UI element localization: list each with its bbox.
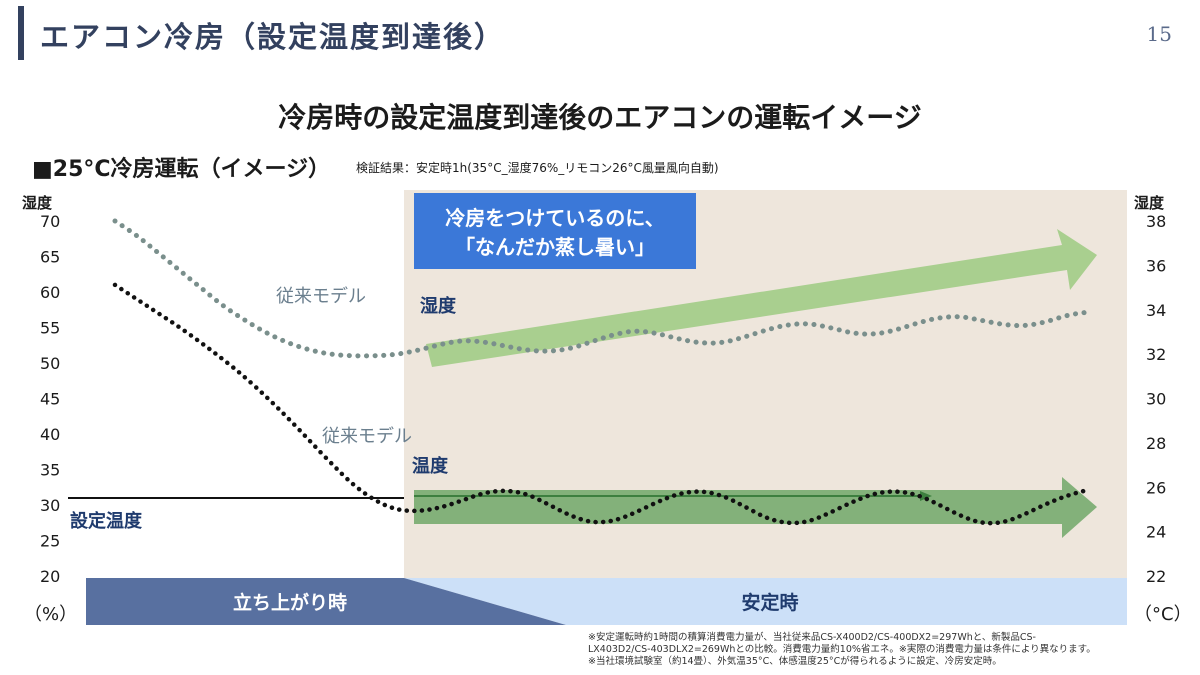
right-axis-tick: 24 [1146,523,1166,542]
footnote-line: ※当社環境試験室（約14畳）、外気温35°C、体感温度25°Cが得られるように設… [588,656,1002,667]
left-axis-tick: 70 [40,212,60,231]
callout-box [414,193,696,269]
phase-label-stable: 安定時 [741,591,798,614]
series-layer [112,218,1093,526]
footnote-line: LX403D2/CS-403DLX2=269Whとの比較。消費電力量約10%省エ… [588,644,1096,655]
temperature-trend-line-head [920,491,932,501]
right-axis-tick: 22 [1146,567,1166,586]
right-axis-tick: 28 [1146,434,1166,453]
phase-band-startup [86,578,566,625]
series-temperature-line [112,282,1093,526]
left-axis-tick: 50 [40,354,60,373]
humidity-label: 湿度 [420,295,457,317]
left-axis-tick: 45 [40,390,60,409]
series-humidity-line [112,218,1093,359]
footnote-line: ※安定運転時約1時間の積算消費電力量が、当社従来品CS-X400D2/CS-40… [588,632,1036,643]
footnotes: ※安定運転時約1時間の積算消費電力量が、当社従来品CS-X400D2/CS-40… [588,632,1188,668]
left-axis-tick: 60 [40,283,60,302]
right-axis-unit: （°C） [1134,604,1192,625]
callout-line-2: 「なんだか蒸し暑い」 [455,235,655,259]
left-axis-ticks: 70 65 60 55 50 45 40 35 30 25 20 [40,212,60,586]
right-axis-tick: 34 [1146,301,1166,320]
conventional-model-label-lower: 従来モデル [322,426,412,447]
header-accent-bar [18,6,24,60]
temperature-label: 温度 [412,455,449,477]
temperature-trend-arrow [414,477,1097,538]
right-axis-tick: 26 [1146,478,1166,497]
chart-subtitle: 冷房時の設定温度到達後のエアコンの運転イメージ [278,101,922,134]
humidity-trend-arrow [426,229,1097,367]
conventional-model-label-upper: 従来モデル [276,286,366,307]
left-axis-title: 湿度 [22,194,53,212]
left-axis-tick: 30 [40,496,60,515]
phase-label-startup: 立ち上がり時 [233,591,347,614]
left-axis-tick: 35 [40,461,60,480]
page-title: エアコン冷房（設定温度到達後） [40,20,506,54]
phase-band-stable [404,578,1127,625]
left-axis-tick: 20 [40,567,60,586]
left-axis-tick: 40 [40,425,60,444]
condition-note: 検証結果：安定時1h(35°C_湿度76%_リモコン26°C風量風向自動) [356,161,719,175]
left-axis-tick: 55 [40,319,60,338]
right-axis-tick: 30 [1146,390,1166,409]
callout-line-1: 冷房をつけているのに、 [445,206,664,230]
right-axis-ticks: 38 36 34 32 30 28 26 24 22 [1146,212,1166,586]
right-axis-tick: 32 [1146,345,1166,364]
set-temperature-label: 設定温度 [70,510,143,532]
right-axis-tick: 38 [1146,212,1166,231]
page-number: 15 [1146,22,1172,46]
left-axis-unit: （%） [24,604,78,625]
right-axis-tick: 36 [1146,256,1166,275]
condition-label: ■25°C冷房運転（イメージ） [32,157,331,182]
right-axis-title: 湿度 [1134,194,1165,212]
left-axis-tick: 25 [40,532,60,551]
left-axis-tick: 65 [40,248,60,267]
